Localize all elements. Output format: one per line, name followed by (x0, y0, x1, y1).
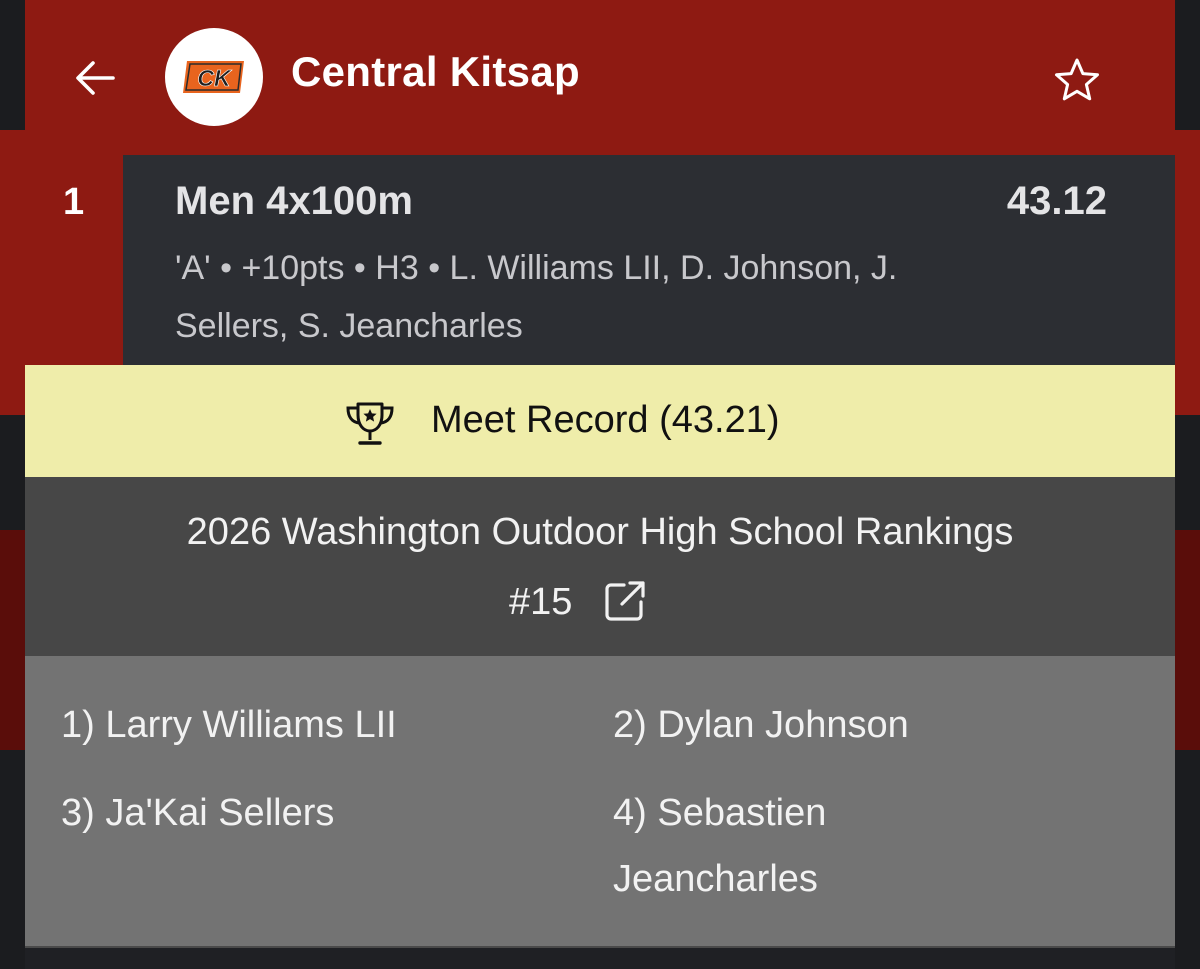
back-button[interactable] (69, 52, 121, 104)
trophy-icon (346, 402, 394, 445)
team-logo-mark: CK (183, 61, 244, 93)
ranking-link[interactable]: #15 (509, 577, 648, 627)
relay-athletes: 1) Larry Williams LII 2) Dylan Johnson 3… (25, 656, 1175, 946)
event-time: 43.12 (1006, 179, 1107, 223)
team-header: CK Central Kitsap (25, 0, 1175, 155)
place-number: 1 (63, 181, 85, 223)
ranking-number: #15 (509, 580, 573, 623)
ranking-title: 2026 Washington Outdoor High School Rank… (186, 511, 1014, 553)
ranking-section[interactable]: 2026 Washington Outdoor High School Rank… (25, 477, 1175, 656)
athlete-item[interactable]: 2) Dylan Johnson (613, 704, 909, 746)
event-name: Men 4x100m (175, 179, 413, 223)
favorite-button[interactable] (1051, 54, 1103, 106)
result-detail-sheet: CK Central Kitsap 1 Men 4x100m 43.12 'A'… (25, 0, 1175, 969)
athlete-item[interactable]: 1) Larry Williams LII (61, 704, 397, 746)
athlete-item[interactable]: 3) Ja'Kai Sellers (61, 792, 335, 834)
external-link-icon[interactable] (600, 578, 648, 626)
star-outline-icon (1055, 58, 1099, 101)
meet-record-label: Meet Record (43.21) (431, 399, 780, 441)
team-logo: CK (165, 28, 263, 126)
next-row-edge (25, 946, 1175, 969)
team-name: Central Kitsap (291, 48, 580, 95)
athlete-item[interactable]: 4) Sebastien Jeancharles (613, 792, 827, 900)
event-detail: 'A' • +10pts • H3 • L. Williams LII, D. … (175, 249, 898, 345)
meet-record-banner: Meet Record (43.21) (25, 365, 1175, 477)
result-row: 1 Men 4x100m 43.12 'A' • +10pts • H3 • L… (25, 155, 1175, 365)
result-card: Men 4x100m 43.12 'A' • +10pts • H3 • L. … (123, 155, 1175, 365)
arrow-left-icon (76, 61, 115, 95)
team-logo-text: CK (197, 65, 232, 91)
